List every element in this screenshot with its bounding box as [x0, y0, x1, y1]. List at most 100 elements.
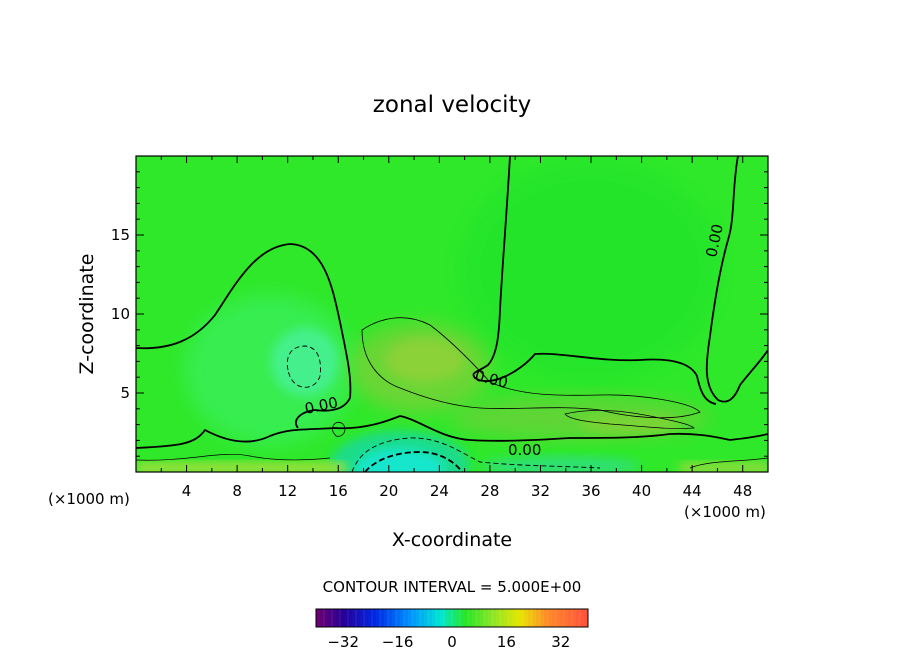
colorbar-swatch	[448, 609, 453, 627]
zero-contour-low-level	[136, 415, 768, 449]
colorbar-swatch	[504, 609, 509, 627]
positive-contour-surface	[136, 453, 768, 469]
zero-contour-mid-column	[472, 156, 717, 405]
zero-contour-upper-left	[136, 243, 352, 429]
colorbar-swatch	[440, 609, 445, 627]
colorbar-swatch	[488, 609, 493, 627]
colorbar-swatch	[384, 609, 389, 627]
colorbar-swatch	[456, 609, 461, 627]
colorbar-swatch	[371, 608, 377, 628]
negative-contour-outer	[351, 437, 601, 472]
x-tick-label: 48	[733, 482, 752, 500]
x-tick-label: 8	[232, 482, 242, 500]
colorbar-swatch	[331, 608, 337, 628]
x-tick-label: 24	[430, 482, 449, 500]
colorbar-swatch	[403, 608, 409, 628]
colorbar-swatch	[459, 608, 465, 628]
colorbar-swatch	[552, 609, 557, 627]
shaded-field	[136, 156, 768, 472]
colorbar-swatch	[480, 609, 485, 627]
colorbar-tick-label: −32	[327, 633, 359, 651]
colorbar-swatch	[507, 608, 513, 628]
colorbar-swatch	[320, 609, 325, 627]
colorbar-swatch	[424, 609, 429, 627]
colorbar-swatch	[344, 609, 349, 627]
colorbar-swatch	[347, 608, 353, 628]
x-axis: 4 8 12 16 20 24 28 32 36 40 44 48	[160, 156, 752, 500]
colorbar-swatch	[355, 608, 361, 628]
colorbar-swatch	[563, 608, 569, 628]
y-tick-label: 10	[111, 305, 130, 323]
colorbar-tick-label: 16	[497, 633, 516, 651]
colorbar-swatch	[328, 609, 333, 627]
colorbar-swatch	[443, 608, 449, 628]
colorbar-swatch	[584, 609, 589, 627]
colorbar-swatch	[427, 608, 433, 628]
x-axis-label: X-coordinate	[392, 529, 512, 551]
colorbar-swatch	[576, 609, 581, 627]
colorbar-swatch	[491, 608, 497, 628]
colorbar-swatch	[368, 609, 373, 627]
colorbar: −32 −16 0 16 32	[315, 608, 589, 651]
colorbar-swatch	[360, 609, 365, 627]
colorbar-swatch	[579, 608, 585, 628]
x-unit-right: (×1000 m)	[684, 503, 766, 521]
contour-label: 0.00	[508, 441, 541, 459]
colorbar-swatch	[520, 609, 525, 627]
colorbar-swatch	[539, 608, 545, 628]
colorbar-tick-label: −16	[382, 633, 414, 651]
x-tick-label: 36	[581, 482, 600, 500]
x-unit-left: (×1000 m)	[48, 490, 130, 508]
colorbar-swatch	[523, 608, 529, 628]
zero-contour-right	[705, 156, 768, 403]
colorbar-swatch	[416, 609, 421, 627]
colorbar-swatch	[467, 608, 473, 628]
colorbar-swatch	[547, 608, 553, 628]
colorbar-swatch	[496, 609, 501, 627]
colorbar-swatch	[376, 609, 381, 627]
colorbar-swatch	[432, 609, 437, 627]
negative-contour-small	[286, 345, 321, 388]
x-tick-label: 32	[531, 482, 550, 500]
x-tick-label: 12	[278, 482, 297, 500]
chart-title: zonal velocity	[373, 92, 531, 118]
positive-contour-jet	[361, 317, 701, 419]
y-axis: 5 10 15	[111, 171, 768, 457]
colorbar-swatch	[339, 608, 345, 628]
contour-lines	[136, 156, 768, 472]
contour-interval-text: CONTOUR INTERVAL = 5.000E+00	[323, 578, 582, 596]
positive-contour-inner	[564, 410, 695, 429]
colorbar-swatch	[392, 609, 397, 627]
small-closed-contour	[332, 422, 346, 437]
colorbar-swatch	[531, 608, 537, 628]
colorbar-swatch	[411, 608, 417, 628]
colorbar-frame	[315, 608, 589, 628]
colorbar-swatch	[475, 608, 481, 628]
colorbar-swatch	[464, 609, 469, 627]
colorbar-swatch	[435, 608, 441, 628]
colorbar-swatch	[336, 609, 341, 627]
colorbar-swatch	[451, 608, 457, 628]
colorbar-tick-label: 32	[551, 633, 570, 651]
colorbar-swatch	[555, 608, 561, 628]
colorbar-swatch	[483, 608, 489, 628]
colorbar-swatch	[315, 608, 321, 628]
colorbar-tick-label: 0	[447, 633, 457, 651]
colorbar-swatch	[568, 609, 573, 627]
colorbar-swatch	[512, 609, 517, 627]
x-tick-label: 4	[182, 482, 192, 500]
colorbar-swatch	[472, 609, 477, 627]
y-tick-label: 15	[111, 226, 130, 244]
colorbar-swatch	[499, 608, 505, 628]
colorbar-swatch	[408, 609, 413, 627]
colorbar-swatch	[560, 609, 565, 627]
x-tick-label: 44	[683, 482, 702, 500]
colorbar-swatch	[387, 608, 393, 628]
colorbar-swatch	[363, 608, 369, 628]
colorbar-swatch	[400, 609, 405, 627]
colorbar-swatch	[352, 609, 357, 627]
colorbar-swatch	[544, 609, 549, 627]
colorbar-swatch	[515, 608, 521, 628]
colorbar-swatch	[323, 608, 329, 628]
